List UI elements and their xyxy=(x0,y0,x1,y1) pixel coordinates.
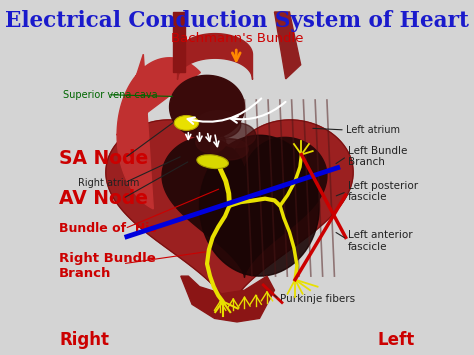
Polygon shape xyxy=(274,12,301,79)
Polygon shape xyxy=(162,137,327,278)
Polygon shape xyxy=(181,276,274,322)
Text: Electrical Conduction System of Heart: Electrical Conduction System of Heart xyxy=(5,10,469,32)
Polygon shape xyxy=(117,54,201,209)
Polygon shape xyxy=(170,75,245,139)
Text: Left posterior
fascicle: Left posterior fascicle xyxy=(347,181,418,202)
Text: SA Node: SA Node xyxy=(59,149,148,168)
Text: Right atrium: Right atrium xyxy=(78,178,139,188)
Polygon shape xyxy=(196,110,241,139)
Text: Purkinje fibers: Purkinje fibers xyxy=(280,294,355,304)
Ellipse shape xyxy=(174,115,199,130)
Text: AV Node: AV Node xyxy=(59,189,148,208)
Text: Bundle of  His: Bundle of His xyxy=(59,222,157,235)
Text: Right Bundle
Branch: Right Bundle Branch xyxy=(59,252,156,279)
Text: Superior vena cava: Superior vena cava xyxy=(63,90,157,100)
Polygon shape xyxy=(106,120,353,311)
Polygon shape xyxy=(211,139,248,160)
Ellipse shape xyxy=(197,155,228,169)
Text: Left atrium: Left atrium xyxy=(346,125,400,135)
Text: Left Bundle
Branch: Left Bundle Branch xyxy=(347,146,407,167)
Text: Bachmann's Bundle: Bachmann's Bundle xyxy=(171,32,303,45)
Text: Left: Left xyxy=(378,331,415,349)
Polygon shape xyxy=(173,12,184,72)
Polygon shape xyxy=(218,123,256,148)
Text: Left anterior
fascicle: Left anterior fascicle xyxy=(347,230,412,252)
Polygon shape xyxy=(200,135,319,276)
Text: Right: Right xyxy=(59,331,109,349)
Polygon shape xyxy=(196,132,226,153)
